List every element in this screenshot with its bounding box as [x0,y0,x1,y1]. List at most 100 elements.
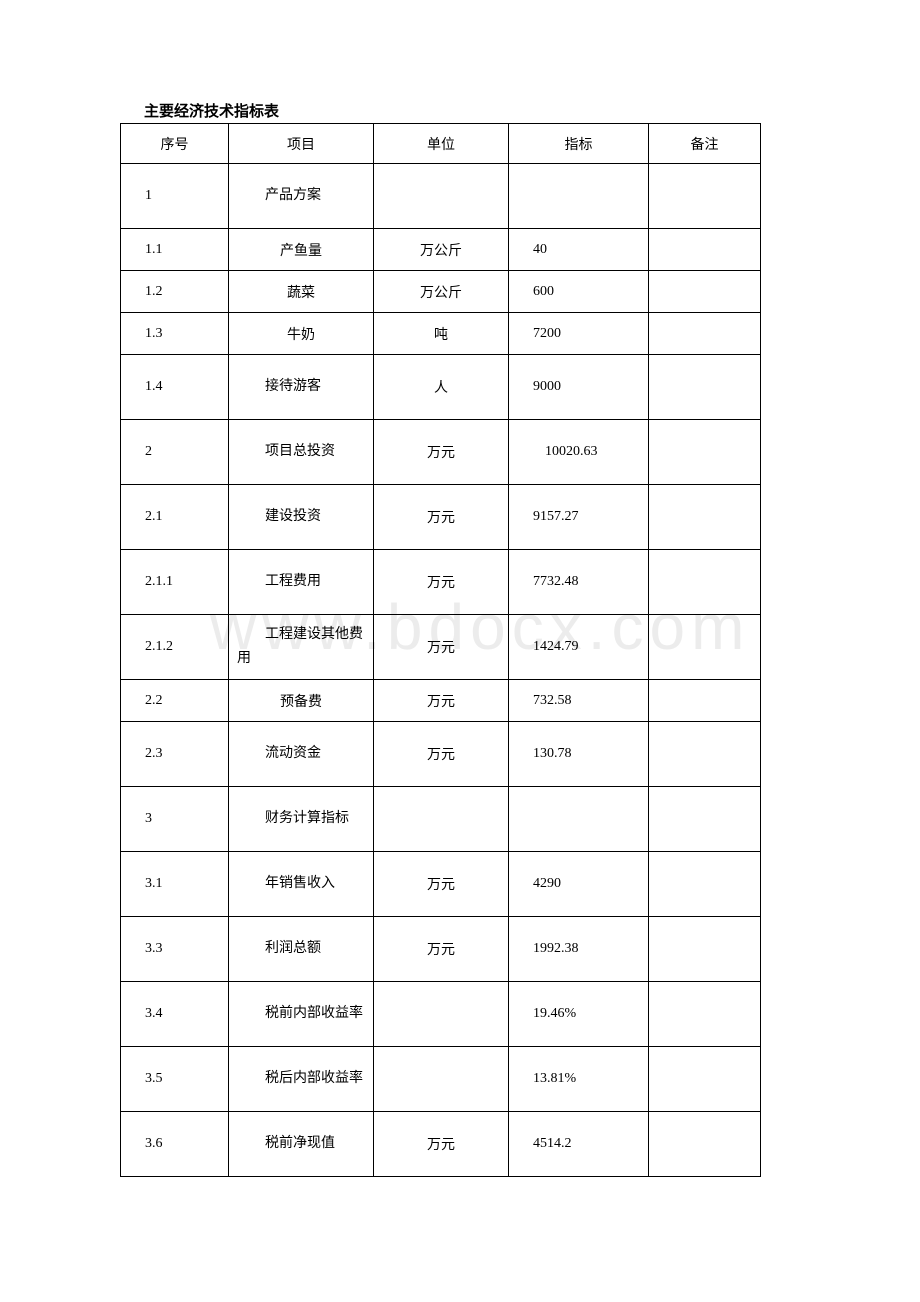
cell-unit: 万元 [374,917,509,982]
header-unit: 单位 [374,124,509,164]
cell-note [649,355,761,420]
cell-unit: 人 [374,355,509,420]
table-header-row: 序号 项目 单位 指标 备注 [121,124,761,164]
cell-indicator: 40 [509,229,649,271]
table-row: 1.2蔬菜万公斤600 [121,271,761,313]
cell-seq: 2.3 [121,722,229,787]
cell-project: 项目总投资 [229,420,374,485]
cell-project: 财务计算指标 [229,787,374,852]
cell-seq: 2.1.2 [121,615,229,680]
cell-unit: 万元 [374,680,509,722]
table-row: 2.1.2工程建设其他费用万元1424.79 [121,615,761,680]
cell-seq: 2 [121,420,229,485]
cell-note [649,164,761,229]
cell-project: 牛奶 [229,313,374,355]
table-row: 1.1产鱼量万公斤40 [121,229,761,271]
cell-unit: 万元 [374,852,509,917]
cell-indicator: 7732.48 [509,550,649,615]
table-row: 2.1建设投资万元9157.27 [121,485,761,550]
table-row: 3.5税后内部收益率 13.81% [121,1047,761,1112]
cell-indicator [509,164,649,229]
cell-unit [374,982,509,1047]
cell-indicator: 19.46% [509,982,649,1047]
cell-note [649,852,761,917]
table-row: 3财务计算指标 [121,787,761,852]
cell-unit: 万元 [374,420,509,485]
cell-project: 产鱼量 [229,229,374,271]
cell-seq: 3 [121,787,229,852]
cell-note [649,1047,761,1112]
header-indicator: 指标 [509,124,649,164]
header-seq: 序号 [121,124,229,164]
table-row: 2.3流动资金万元130.78 [121,722,761,787]
cell-note [649,615,761,680]
cell-note [649,313,761,355]
cell-unit: 万元 [374,722,509,787]
cell-indicator: 130.78 [509,722,649,787]
cell-indicator: 9000 [509,355,649,420]
cell-unit: 万公斤 [374,271,509,313]
cell-project: 工程建设其他费用 [229,615,374,680]
cell-seq: 2.2 [121,680,229,722]
cell-project: 预备费 [229,680,374,722]
cell-unit [374,1047,509,1112]
cell-indicator: 13.81% [509,1047,649,1112]
cell-seq: 3.4 [121,982,229,1047]
cell-unit: 万元 [374,485,509,550]
cell-project: 利润总额 [229,917,374,982]
cell-project: 流动资金 [229,722,374,787]
cell-project: 税前内部收益率 [229,982,374,1047]
cell-indicator: 600 [509,271,649,313]
cell-seq: 3.6 [121,1112,229,1177]
cell-note [649,271,761,313]
cell-project: 年销售收入 [229,852,374,917]
cell-indicator: 732.58 [509,680,649,722]
cell-project: 税前净现值 [229,1112,374,1177]
table-row: 2项目总投资万元10020.63 [121,420,761,485]
cell-unit: 万元 [374,615,509,680]
cell-indicator: 4514.2 [509,1112,649,1177]
cell-project: 产品方案 [229,164,374,229]
cell-indicator: 7200 [509,313,649,355]
cell-indicator: 1424.79 [509,615,649,680]
table-row: 3.6税前净现值万元4514.2 [121,1112,761,1177]
cell-note [649,1112,761,1177]
cell-seq: 1.3 [121,313,229,355]
cell-note [649,917,761,982]
table-row: 1产品方案 [121,164,761,229]
cell-seq: 3.5 [121,1047,229,1112]
cell-indicator: 9157.27 [509,485,649,550]
cell-indicator: 10020.63 [509,420,649,485]
cell-note [649,982,761,1047]
document-content: 主要经济技术指标表 序号 项目 单位 指标 备注 1产品方案1.1产鱼量万公斤4… [120,100,800,1177]
cell-seq: 3.3 [121,917,229,982]
table-row: 3.3利润总额万元1992.38 [121,917,761,982]
cell-project: 税后内部收益率 [229,1047,374,1112]
table-row: 2.1.1工程费用万元7732.48 [121,550,761,615]
cell-note [649,722,761,787]
cell-seq: 2.1.1 [121,550,229,615]
cell-unit: 吨 [374,313,509,355]
indicators-table: 序号 项目 单位 指标 备注 1产品方案1.1产鱼量万公斤401.2蔬菜万公斤6… [120,123,761,1177]
table-row: 3.4税前内部收益率 19.46% [121,982,761,1047]
table-row: 3.1年销售收入万元4290 [121,852,761,917]
cell-seq: 1.4 [121,355,229,420]
cell-seq: 3.1 [121,852,229,917]
header-note: 备注 [649,124,761,164]
cell-note [649,420,761,485]
table-row: 1.4接待游客人9000 [121,355,761,420]
cell-indicator: 4290 [509,852,649,917]
cell-note [649,229,761,271]
cell-project: 接待游客 [229,355,374,420]
cell-note [649,485,761,550]
cell-seq: 1.1 [121,229,229,271]
cell-project: 蔬菜 [229,271,374,313]
cell-note [649,550,761,615]
cell-unit: 万元 [374,1112,509,1177]
cell-seq: 1.2 [121,271,229,313]
cell-unit: 万公斤 [374,229,509,271]
cell-project: 工程费用 [229,550,374,615]
table-row: 1.3牛奶吨7200 [121,313,761,355]
cell-indicator: 1992.38 [509,917,649,982]
cell-unit: 万元 [374,550,509,615]
